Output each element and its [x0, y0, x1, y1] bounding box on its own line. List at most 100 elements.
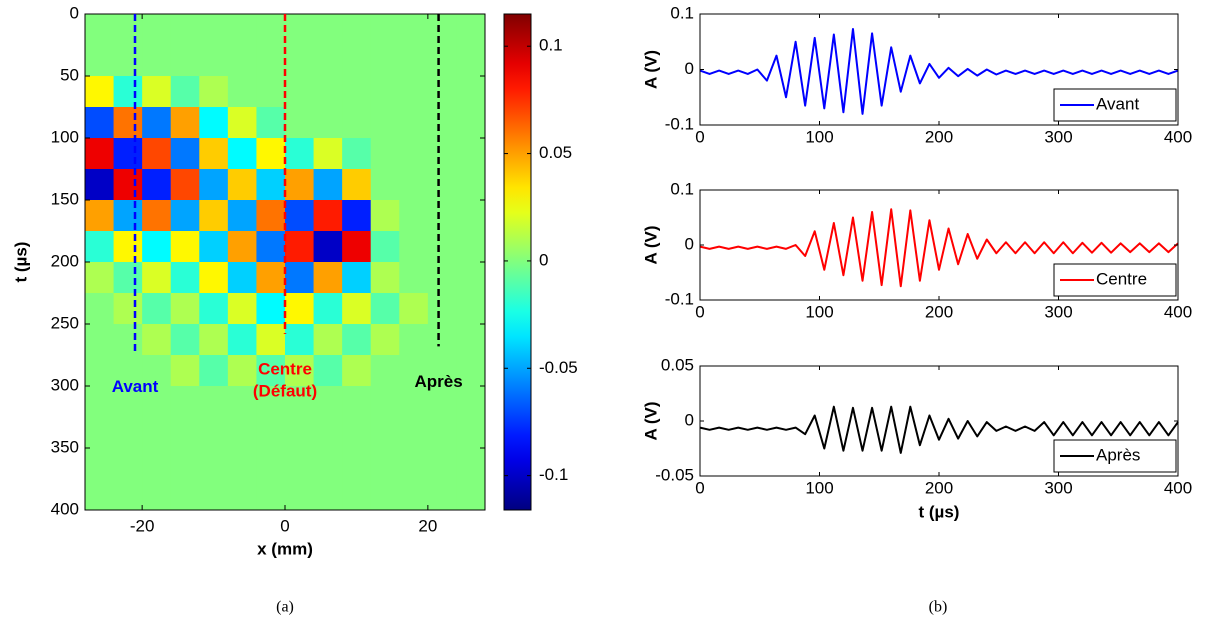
heat-cell	[227, 262, 257, 294]
heat-cell	[142, 355, 172, 387]
heat-cell	[85, 293, 115, 325]
x-tick-label: 300	[1044, 127, 1072, 146]
heat-cell	[170, 45, 200, 77]
heat-cell	[285, 386, 315, 418]
heat-cell	[456, 262, 486, 294]
heat-cell	[313, 138, 343, 170]
heat-cell	[427, 386, 457, 418]
heat-cell	[370, 231, 400, 263]
heat-cell	[370, 169, 400, 201]
x-tick-label: -20	[130, 516, 155, 535]
heat-cell	[342, 262, 372, 294]
heat-cell	[199, 417, 229, 449]
marker-label: Après	[414, 372, 462, 391]
heat-cell	[456, 479, 486, 511]
heat-cell	[142, 417, 172, 449]
heat-cell	[170, 138, 200, 170]
heat-cell	[427, 324, 457, 356]
heat-cell	[427, 355, 457, 387]
heat-cell	[85, 479, 115, 511]
x-tick-label: 400	[1164, 302, 1192, 321]
heat-cell	[256, 324, 286, 356]
heat-cell	[342, 231, 372, 263]
heat-cell	[142, 386, 172, 418]
heat-cell	[199, 169, 229, 201]
heat-cell	[313, 324, 343, 356]
heat-cell	[170, 479, 200, 511]
heat-cell	[399, 417, 429, 449]
heat-cell	[342, 14, 372, 46]
heat-cell	[256, 45, 286, 77]
heat-cell	[399, 200, 429, 232]
heat-cell	[227, 45, 257, 77]
heat-cell	[113, 386, 143, 418]
heat-cell	[113, 324, 143, 356]
heat-cell	[285, 45, 315, 77]
heat-cell	[285, 355, 315, 387]
heat-cell	[170, 107, 200, 139]
y-axis-label: A (V)	[641, 401, 660, 440]
heat-cell	[113, 107, 143, 139]
heat-cell	[142, 448, 172, 480]
heat-cell	[170, 262, 200, 294]
heat-cell	[342, 169, 372, 201]
heat-cell	[285, 324, 315, 356]
x-tick-label: 200	[925, 478, 953, 497]
heat-cell	[142, 76, 172, 108]
heat-cell	[113, 448, 143, 480]
x-tick-label: 400	[1164, 478, 1192, 497]
heat-cell	[427, 107, 457, 139]
heat-cell	[142, 293, 172, 325]
heat-cell	[313, 76, 343, 108]
heat-cell	[456, 417, 486, 449]
heat-cell	[456, 200, 486, 232]
heat-cell	[113, 262, 143, 294]
heat-cell	[342, 200, 372, 232]
heat-cell	[342, 448, 372, 480]
heat-cell	[456, 45, 486, 77]
heat-cell	[199, 386, 229, 418]
heat-cell	[313, 200, 343, 232]
heat-cell	[456, 293, 486, 325]
heat-cell	[399, 448, 429, 480]
heat-cell	[256, 200, 286, 232]
heat-cell	[342, 45, 372, 77]
y-tick-label: 100	[51, 127, 79, 146]
heat-cell	[113, 417, 143, 449]
heat-cell	[113, 14, 143, 46]
heat-cell	[342, 355, 372, 387]
marker-label: Centre	[258, 359, 312, 378]
heat-cell	[285, 231, 315, 263]
heat-cell	[456, 107, 486, 139]
heat-cell	[256, 107, 286, 139]
heat-cell	[170, 448, 200, 480]
heat-cell	[199, 107, 229, 139]
heat-cell	[456, 169, 486, 201]
heat-cell	[256, 138, 286, 170]
heat-cell	[399, 76, 429, 108]
heat-cell	[256, 386, 286, 418]
heat-cell	[227, 76, 257, 108]
heat-cell	[370, 76, 400, 108]
heat-cell	[256, 479, 286, 511]
heat-cell	[427, 479, 457, 511]
heat-cell	[285, 479, 315, 511]
heat-cell	[370, 14, 400, 46]
heat-cell	[113, 479, 143, 511]
y-tick-label: 0.1	[670, 179, 694, 198]
heat-cell	[427, 76, 457, 108]
heat-cell	[113, 76, 143, 108]
heat-cell	[199, 138, 229, 170]
heat-cell	[370, 479, 400, 511]
heat-cell	[227, 386, 257, 418]
heat-cell	[370, 107, 400, 139]
y-axis-label: A (V)	[641, 225, 660, 264]
heat-cell	[85, 138, 115, 170]
heat-cell	[313, 448, 343, 480]
heat-cell	[256, 293, 286, 325]
heat-cell	[142, 138, 172, 170]
colorbar-label: 0	[539, 250, 548, 269]
heat-cell	[285, 417, 315, 449]
heat-cell	[85, 200, 115, 232]
